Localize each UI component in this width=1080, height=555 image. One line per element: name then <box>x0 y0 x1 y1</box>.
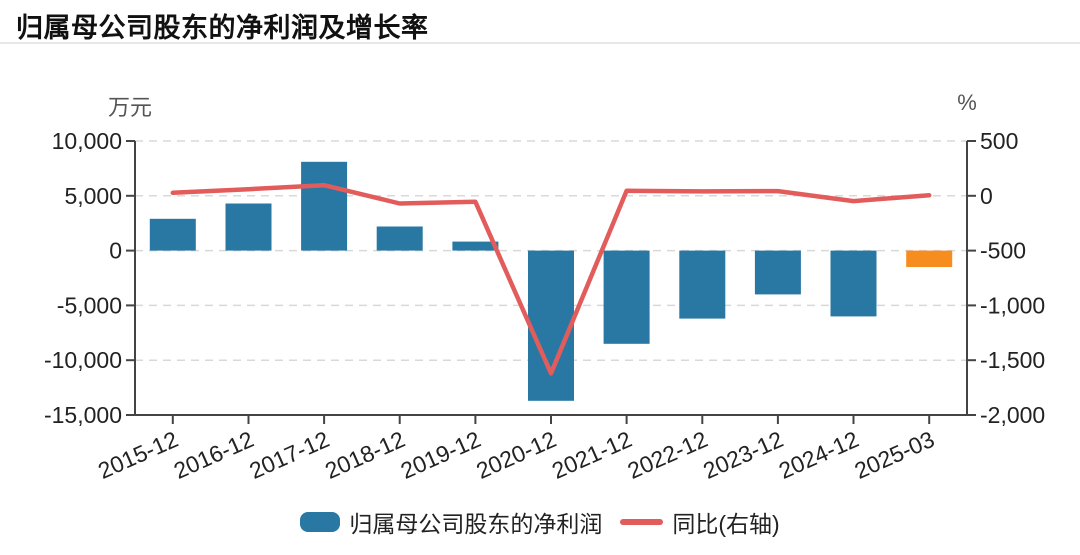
legend: 归属母公司股东的净利润 同比(右轴) <box>0 505 1080 539</box>
legend-label-net-profit: 归属母公司股东的净利润 <box>349 511 603 537</box>
left-axis-tick-label: 10,000 <box>52 128 122 154</box>
right-axis-tick-label: -1,000 <box>980 292 1045 318</box>
x-axis-label: 2021-12 <box>548 426 636 484</box>
left-axis-tick-label: 0 <box>109 238 122 264</box>
bar-2017-12[interactable] <box>301 161 348 251</box>
left-axis-unit-label: 万元 <box>108 95 153 120</box>
bar-2025-03[interactable] <box>906 250 953 267</box>
x-axis-label: 2023-12 <box>699 426 787 484</box>
right-axis-tick-label: 0 <box>980 183 993 209</box>
right-axis-tick-label: -2,000 <box>980 402 1045 428</box>
x-axis-label: 2020-12 <box>472 426 560 484</box>
chart-title: 归属母公司股东的净利润及增长率 <box>16 13 429 43</box>
bar-2016-12[interactable] <box>225 203 272 251</box>
right-axis-unit-label: % <box>957 90 977 115</box>
x-axis-label: 2018-12 <box>321 426 409 484</box>
legend-item-yoy[interactable]: 同比(右轴) <box>620 505 780 539</box>
right-axis-tick-label: -500 <box>980 238 1026 264</box>
x-axis-label: 2025-03 <box>851 426 939 484</box>
left-axis-tick-label: -10,000 <box>44 347 122 373</box>
legend-label-yoy: 同比(右轴) <box>672 511 780 537</box>
x-axis-label: 2024-12 <box>775 426 863 484</box>
bar-2023-12[interactable] <box>754 250 801 295</box>
left-axis-tick-label: -5,000 <box>57 292 122 318</box>
yoy-line[interactable] <box>170 182 932 376</box>
right-axis-tick-label: 500 <box>980 128 1018 154</box>
x-axis-label: 2016-12 <box>170 426 258 484</box>
x-axis-label: 2022-12 <box>624 426 712 484</box>
left-axis-tick-label: 5,000 <box>64 183 122 209</box>
legend-item-net-profit[interactable]: 归属母公司股东的净利润 <box>300 505 602 539</box>
line-series-swatch <box>620 519 664 525</box>
right-axis-tick-label: -1,500 <box>980 347 1045 373</box>
bar-2021-12[interactable] <box>603 250 650 344</box>
bar-2015-12[interactable] <box>149 218 196 251</box>
x-axis-label: 2019-12 <box>397 426 485 484</box>
bar-2019-12[interactable] <box>452 241 499 251</box>
combo-chart: 10,000 5,000 0 -5,000 -10,000 -15,000 500 0 -500… <box>44 128 1045 484</box>
x-axis-label: 2017-12 <box>245 426 333 484</box>
bar-2022-12[interactable] <box>679 250 726 319</box>
title-divider <box>0 42 1080 44</box>
bar-2024-12[interactable] <box>830 250 877 317</box>
left-axis-tick-label: -15,000 <box>44 402 122 428</box>
bar-series-swatch <box>300 512 341 532</box>
x-axis-label: 2015-12 <box>94 426 182 484</box>
bar-2018-12[interactable] <box>376 226 423 251</box>
bar-2020-12[interactable] <box>528 250 574 401</box>
